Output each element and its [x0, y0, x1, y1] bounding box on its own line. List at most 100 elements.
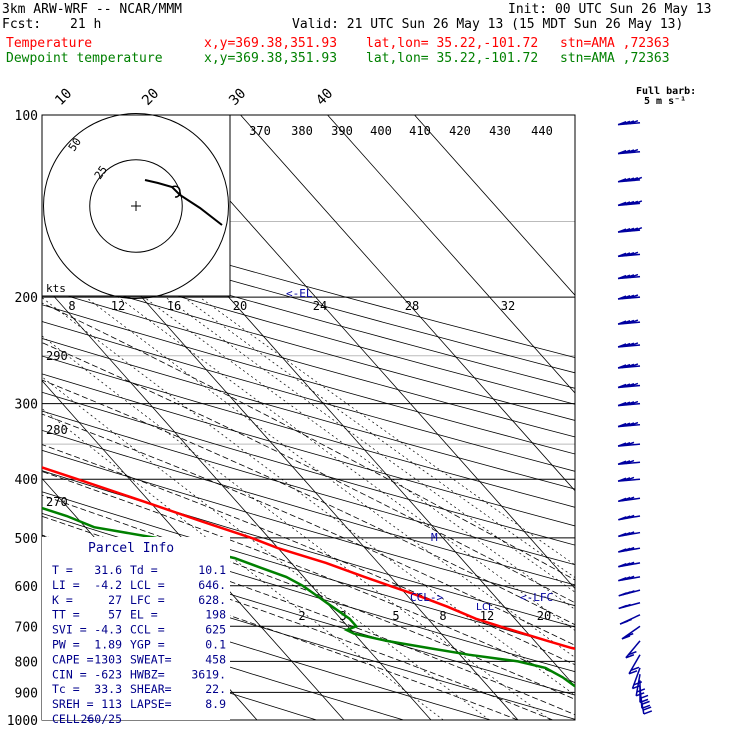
pressure-tick-label: 400 [15, 473, 38, 488]
wind-barb-flag [617, 364, 627, 369]
wind-barb-staff [618, 384, 641, 389]
wind-barb-flag [629, 227, 639, 232]
dry-adiabat-line [42, 470, 575, 628]
theta-label: 410 [409, 124, 431, 138]
moist-adiabat-line [42, 471, 575, 684]
parcel-label: Td = [130, 563, 158, 577]
parcel-value: 260/25 [80, 712, 122, 726]
wind-barb-flag [625, 422, 635, 427]
lcl-label: LCL [476, 602, 494, 613]
wind-barb-staff [618, 296, 641, 300]
wind-barb-flag [625, 476, 635, 482]
wind-barb-flag [621, 120, 631, 126]
wind-barb-flag [621, 294, 631, 300]
wind-barb-flag [625, 514, 635, 520]
isotherm-line [42, 380, 345, 720]
wind-barb-flag [617, 422, 627, 428]
dry-adiabat-line [42, 226, 575, 374]
mixing-ratio-label: 2 [298, 609, 305, 623]
parcel-label: LI = [52, 578, 80, 592]
parcel-value: 31.6 [94, 563, 122, 577]
wind-barb-flag [630, 666, 640, 672]
pressure-tick-label: 800 [15, 655, 38, 670]
wind-barb-flag [628, 651, 637, 656]
mixing-ratio-line [42, 376, 490, 720]
wind-barb [618, 589, 641, 597]
parcel-value: 0.1 [205, 638, 226, 652]
wind-barb-flag [621, 342, 631, 348]
parcel-value: 628. [198, 593, 226, 607]
parcel-value: 646. [198, 578, 226, 592]
parcel-value: -4.2 [94, 578, 122, 592]
mixing-ratio-label: 8 [68, 299, 75, 313]
wind-barb-staff [618, 321, 641, 325]
parcel-value: 8.9 [205, 697, 226, 711]
wind-barb-flag [617, 343, 627, 348]
wind-barb [628, 654, 641, 675]
moist-adiabat-line [42, 515, 575, 716]
wind-barb-staff [618, 150, 641, 155]
wind-barb-flag [625, 561, 635, 567]
parcel-label: LCL = [130, 578, 165, 592]
parcel-value: 22. [205, 682, 226, 696]
wind-barb [618, 514, 641, 521]
wind-barb-flag [617, 460, 627, 465]
moist-adiabat-line [42, 379, 575, 626]
mixing-ratio-label: 32 [501, 299, 515, 313]
wind-barb-staff [618, 253, 641, 258]
wind-barb-flag [629, 342, 639, 347]
wind-barb [617, 119, 641, 126]
dry-adiabat-line [42, 491, 575, 650]
isotherm-tick-label: 20 [139, 86, 162, 109]
isotherm-line [327, 115, 575, 394]
dry-adiabat-line [42, 338, 575, 490]
isotherm-line [414, 115, 575, 296]
wind-barb-flag [617, 252, 627, 258]
moist-adiabat-line [42, 494, 575, 700]
moist-adiabat-line [42, 302, 575, 581]
theta-label: 390 [331, 124, 353, 138]
pressure-tick-label: 300 [15, 398, 38, 413]
parcel-value: 198 [205, 608, 226, 622]
theta-label: 440 [531, 124, 553, 138]
wind-barb-flag [633, 226, 643, 232]
hodograph-ring-50 [43, 113, 229, 299]
wind-barb-flag [629, 382, 639, 388]
wind-barb-flag [625, 441, 635, 447]
wind-barb-flag [629, 363, 639, 368]
level-marker: M [431, 531, 438, 544]
wind-barb-staff [618, 443, 641, 447]
wind-barb-flag [641, 704, 651, 710]
parcel-value: 10.1 [198, 563, 226, 577]
moist-adiabat-line [42, 413, 575, 646]
mixing-ratio-label: 8 [439, 609, 446, 623]
wind-barb-flag [625, 319, 635, 325]
wind-barb [618, 561, 641, 568]
wind-barb-flag [625, 496, 635, 501]
legend-dewpoint-latlon: lat,lon= 35.22,-101.72 [366, 51, 539, 66]
wind-barb [631, 667, 643, 690]
wind-barb-flag [625, 383, 635, 388]
legend-dewpoint-name: Dewpoint temperature [6, 51, 163, 66]
dry-adiabat-line [42, 410, 575, 566]
wind-barb-flag [617, 401, 627, 407]
wind-barb-staff [621, 625, 641, 640]
wind-barb-flag [621, 252, 631, 257]
dry-adiabat-line [42, 321, 575, 472]
wind-barb [617, 273, 641, 280]
legend-temperature-xy: x,y=369.38,351.93 [204, 36, 338, 51]
dry-adiabat-line [42, 256, 575, 405]
parcel-label: SVI = [52, 623, 87, 637]
dry-adiabat-line [42, 288, 575, 438]
wind-barb [617, 476, 641, 482]
wind-barb-flag [633, 681, 643, 686]
wind-barb-flag [623, 618, 632, 624]
wind-barb-flag [625, 227, 635, 233]
wind-barb-flag [622, 603, 631, 609]
parcel-label: CIN = [52, 667, 87, 681]
parcel-label: YGP = [130, 638, 165, 652]
wind-barb-flag [621, 201, 631, 206]
parcel-value: 625 [205, 623, 226, 637]
hodograph-trace [144, 179, 223, 226]
